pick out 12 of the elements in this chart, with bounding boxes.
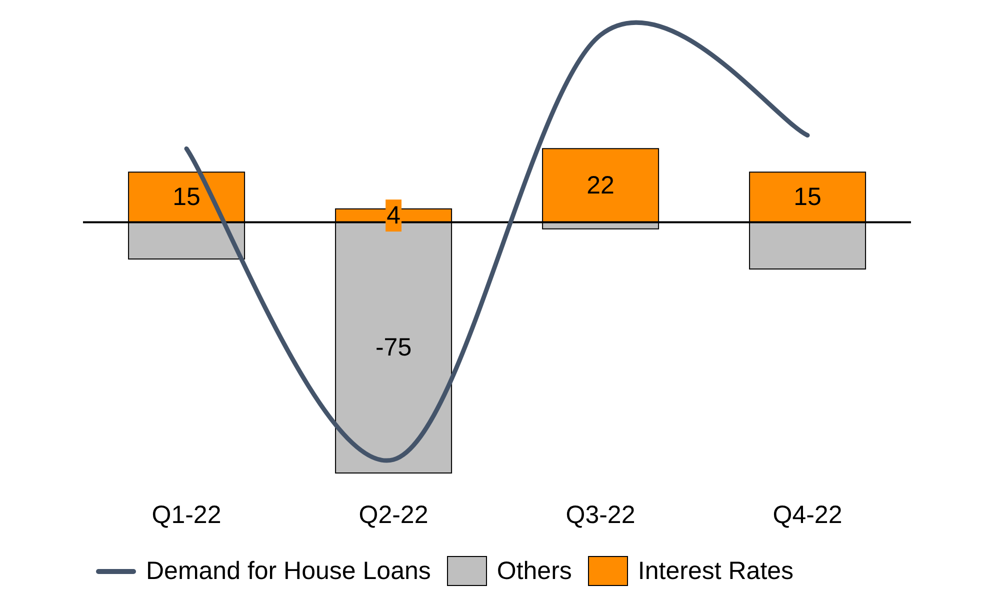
- x-tick-label: Q3-22: [566, 501, 636, 529]
- data-label: 4: [386, 202, 401, 230]
- data-label: 15: [794, 183, 822, 212]
- x-tick-label: Q4-22: [772, 501, 842, 529]
- x-tick-label: Q1-22: [152, 501, 222, 529]
- data-label: 15: [172, 183, 200, 212]
- legend-label: Others: [496, 556, 572, 586]
- x-tick-label: Q2-22: [358, 501, 428, 529]
- data-label: -75: [375, 334, 412, 362]
- legend-label: Demand for House Loans: [146, 556, 431, 586]
- data-label: 22: [586, 171, 614, 200]
- legend-label: Interest Rates: [638, 556, 794, 586]
